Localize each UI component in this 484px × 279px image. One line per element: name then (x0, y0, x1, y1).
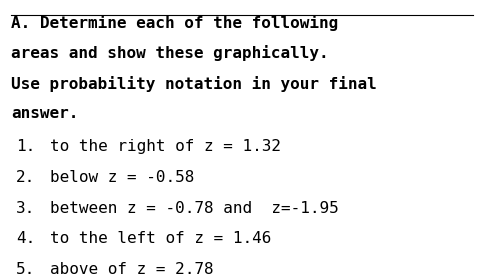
Text: 3.: 3. (16, 201, 35, 216)
Text: answer.: answer. (11, 106, 78, 121)
Text: 2.: 2. (16, 170, 35, 185)
Text: A. Determine each of the following: A. Determine each of the following (11, 15, 338, 31)
Text: to the right of z = 1.32: to the right of z = 1.32 (49, 140, 281, 155)
Text: above of z = 2.78: above of z = 2.78 (49, 262, 213, 276)
Text: Use probability notation in your final: Use probability notation in your final (11, 76, 377, 92)
Text: 1.: 1. (16, 140, 35, 155)
Text: 5.: 5. (16, 262, 35, 276)
Text: below z = -0.58: below z = -0.58 (49, 170, 194, 185)
Text: between z = -0.78 and  z=-1.95: between z = -0.78 and z=-1.95 (49, 201, 338, 216)
Text: areas and show these graphically.: areas and show these graphically. (11, 45, 329, 61)
Text: to the left of z = 1.46: to the left of z = 1.46 (49, 231, 271, 246)
Text: 4.: 4. (16, 231, 35, 246)
